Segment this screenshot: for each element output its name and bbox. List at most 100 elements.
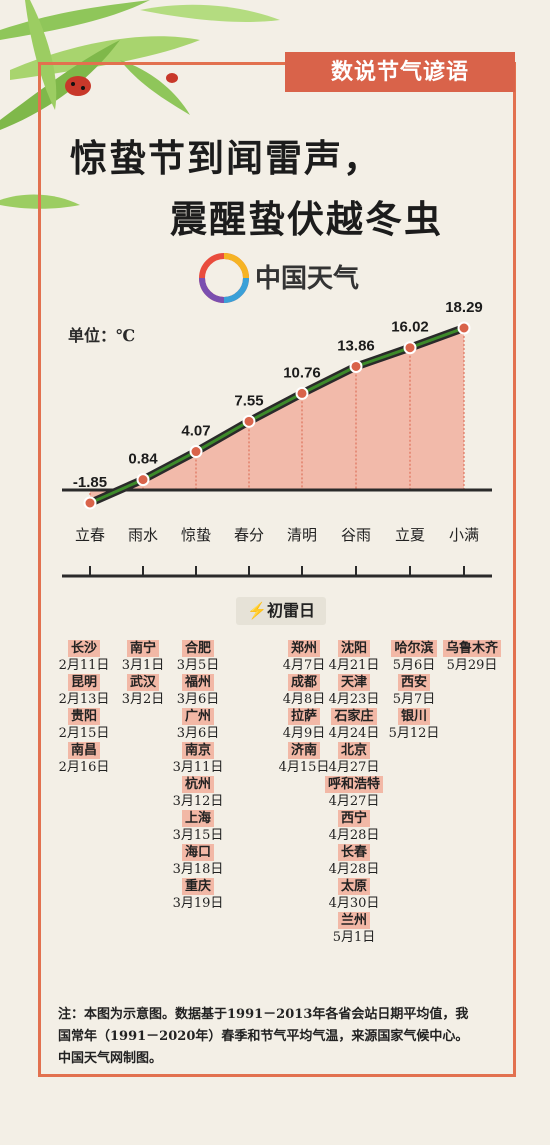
thunder-date: 4月30日 (328, 896, 380, 911)
data-point (403, 341, 417, 355)
city-name: 海口 (181, 844, 214, 861)
city-name: 贵阳 (67, 708, 100, 725)
thunder-date: 2月11日 (58, 658, 110, 673)
thunder-date: 3月6日 (176, 692, 220, 707)
thunder-date: 4月8日 (282, 692, 326, 707)
city-name: 福州 (181, 674, 214, 691)
city-name: 银川 (397, 708, 430, 725)
unit-label: 单位：℃ (68, 326, 136, 345)
x-tick-label: 雨水 (128, 526, 158, 544)
thunder-column: 沈阳 4月21日 天津 4月23日 石家庄 4月24日 北京 4月27日 呼和浩特 4月27日 西宁… (314, 640, 394, 946)
title-line-2: 震醒蛰伏越冬虫 (170, 197, 443, 241)
thunder-date: 4月27日 (328, 760, 380, 775)
thunder-date: 4月7日 (282, 658, 326, 673)
footer-note: 注：本图为示意图。数据基于1991－2013年各省会站日期平均值，我国常年（19… (58, 1007, 469, 1066)
data-point (242, 414, 256, 428)
temperature-chart: -1.85 0.84 4.07 7.55 10.76 13.86 16.02 18.29 立春 雨… (62, 299, 492, 578)
city-name: 兰州 (337, 912, 370, 929)
thunder-date: 3月5日 (176, 658, 220, 673)
series-line (89, 326, 465, 505)
thunder-date: 5月12日 (388, 726, 440, 741)
data-label: 0.84 (128, 451, 158, 468)
city-name: 合肥 (181, 640, 214, 657)
thunder-column: 郑州 4月7日 成都 4月8日 拉萨 4月9日 济南 4月15日 (264, 640, 344, 776)
thunder-date: 5月1日 (332, 930, 376, 945)
thunder-date: 5月7日 (392, 692, 436, 707)
page-frame (38, 62, 516, 1077)
thunder-column: 乌鲁木齐 5月29日 (432, 640, 512, 674)
city-name: 广州 (181, 708, 214, 725)
city-name: 北京 (337, 742, 370, 759)
city-name: 武汉 (126, 674, 159, 691)
data-label: -1.85 (73, 474, 107, 491)
city-name: 济南 (287, 742, 320, 759)
thunder-column: 长沙 2月11日 昆明 2月13日 贵阳 2月15日 南昌 2月16日 (44, 640, 124, 776)
thunder-date: 2月13日 (58, 692, 110, 707)
thunder-date: 3月6日 (176, 726, 220, 741)
data-point (83, 496, 97, 510)
city-name: 南宁 (126, 640, 159, 657)
thunder-column: 合肥 3月5日 福州 3月6日 广州 3月6日 南京 3月11日 杭州 3月12日 上海 3月15日海… (158, 640, 238, 912)
thunder-date: 4月21日 (328, 658, 380, 673)
data-point (349, 359, 363, 373)
thunder-date: 4月24日 (328, 726, 380, 741)
x-tick-label: 春分 (234, 526, 264, 544)
x-tick-label: 谷雨 (341, 526, 371, 544)
city-name: 郑州 (287, 640, 320, 657)
thunder-column: 哈尔滨 5月6日 西安 5月7日 银川 5月12日 (374, 640, 454, 742)
x-tick-label: 清明 (287, 526, 317, 544)
thunder-date: 4月15日 (278, 760, 330, 775)
thunder-date: 5月6日 (392, 658, 436, 673)
thunder-date: 3月1日 (121, 658, 165, 673)
thunder-date: 3月11日 (172, 760, 224, 775)
data-label: 4.07 (181, 423, 210, 440)
city-name: 太原 (337, 878, 370, 895)
thunder-date: 4月28日 (328, 862, 380, 877)
data-point (189, 445, 203, 459)
city-name: 拉萨 (287, 708, 320, 725)
city-name: 重庆 (181, 878, 214, 895)
thunder-date: 3月19日 (172, 896, 224, 911)
data-label: 16.02 (391, 319, 429, 336)
city-name: 成都 (287, 674, 320, 691)
city-name: 昆明 (67, 674, 100, 691)
thunder-date: 2月16日 (58, 760, 110, 775)
city-name: 南京 (181, 742, 214, 759)
ladybug-icon (65, 76, 91, 96)
city-name: 长春 (337, 844, 370, 861)
thunder-date: 3月2日 (121, 692, 165, 707)
x-tick-label: 小满 (449, 526, 479, 544)
thunder-column: 南宁 3月1日 武汉 3月2日 (103, 640, 183, 708)
header-tag: 数说节气谚语 (285, 52, 515, 92)
thunder-date: 2月15日 (58, 726, 110, 741)
thunder-date: 5月29日 (446, 658, 498, 673)
brand-name: 中国天气 (255, 263, 360, 293)
city-name: 呼和浩特 (324, 776, 383, 793)
x-tick-label: 立春 (75, 526, 105, 544)
title-line-1: 惊蛰节到闻雷声， (70, 136, 382, 180)
city-name: 长沙 (67, 640, 100, 657)
city-name: 石家庄 (331, 708, 377, 725)
data-point (136, 473, 150, 487)
city-name: 乌鲁木齐 (442, 640, 501, 657)
data-label: 7.55 (234, 392, 263, 409)
city-name: 沈阳 (337, 640, 370, 657)
china-weather-logo-icon (199, 253, 249, 303)
data-label: 13.86 (337, 337, 375, 354)
city-name: 南昌 (67, 742, 100, 759)
data-label: 10.76 (283, 364, 321, 381)
thunder-date: 3月18日 (172, 862, 224, 877)
data-point (295, 386, 309, 400)
city-name: 天津 (337, 674, 370, 691)
city-name: 杭州 (181, 776, 214, 793)
x-tick-label: 立夏 (395, 526, 425, 544)
thunder-date: 4月23日 (328, 692, 380, 707)
thunder-date: 3月12日 (172, 794, 224, 809)
city-name: 西宁 (337, 810, 370, 827)
city-name: 哈尔滨 (391, 640, 437, 657)
thunder-date: 4月27日 (328, 794, 380, 809)
data-label: 18.29 (445, 299, 483, 316)
thunder-date: 4月9日 (282, 726, 326, 741)
x-tick-label: 惊蛰 (181, 526, 211, 544)
city-name: 西安 (397, 674, 430, 691)
